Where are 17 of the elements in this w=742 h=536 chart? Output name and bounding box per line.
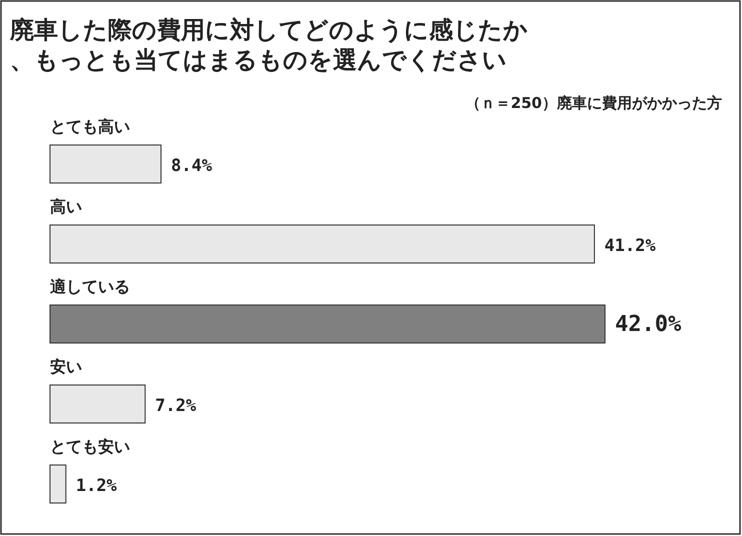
bar — [50, 464, 66, 504]
y-tick-label: 高い — [50, 197, 82, 216]
text: （ｎ＝250）廃車に費用がかかった方 — [466, 94, 722, 112]
data-label: 41.2% — [604, 236, 656, 256]
chart-title: 廃車した際の費用に対してどのように感じたか、もっとも当てはまるものを選んでください — [9, 16, 528, 74]
y-tick-label: 適している — [49, 277, 130, 296]
bar — [50, 304, 606, 344]
data-label: 7.2% — [155, 396, 197, 416]
bar — [50, 224, 595, 264]
data-label: 8.4% — [171, 156, 213, 176]
y-tick-label: とても高い — [50, 117, 130, 136]
bar — [50, 384, 146, 424]
y-tick-label: 安い — [50, 357, 82, 376]
data-label: 42.0% — [615, 312, 682, 337]
y-tick-label: とても安い — [50, 437, 130, 456]
bar — [50, 144, 162, 184]
data-label: 1.2% — [76, 476, 118, 496]
